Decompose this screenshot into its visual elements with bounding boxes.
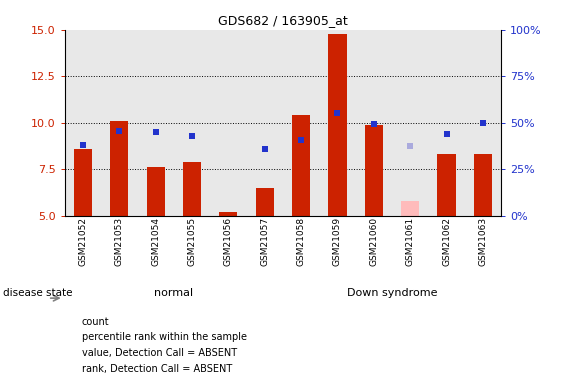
Bar bbox=[283, 30, 319, 216]
Bar bbox=[210, 30, 247, 216]
Bar bbox=[256, 188, 274, 216]
Bar bbox=[174, 30, 210, 216]
Text: Down syndrome: Down syndrome bbox=[347, 288, 437, 297]
Bar bbox=[328, 34, 347, 216]
Bar bbox=[146, 167, 165, 216]
Bar bbox=[183, 162, 201, 216]
Bar bbox=[319, 30, 356, 216]
Text: rank, Detection Call = ABSENT: rank, Detection Call = ABSENT bbox=[82, 364, 232, 374]
Point bbox=[406, 143, 415, 149]
Bar bbox=[247, 30, 283, 216]
Bar bbox=[428, 30, 464, 216]
Text: value, Detection Call = ABSENT: value, Detection Call = ABSENT bbox=[82, 348, 237, 358]
Title: GDS682 / 163905_at: GDS682 / 163905_at bbox=[218, 15, 348, 27]
Point bbox=[115, 128, 124, 134]
Point bbox=[297, 136, 306, 142]
Bar bbox=[137, 30, 174, 216]
Point bbox=[260, 146, 269, 152]
Bar bbox=[110, 121, 128, 216]
Point bbox=[78, 142, 87, 148]
Bar bbox=[219, 212, 238, 216]
Point bbox=[187, 133, 196, 139]
Bar bbox=[392, 30, 428, 216]
Text: normal: normal bbox=[154, 288, 193, 297]
Bar bbox=[74, 149, 92, 216]
Bar bbox=[292, 116, 310, 216]
Bar bbox=[365, 124, 383, 216]
Point bbox=[479, 120, 488, 126]
Point bbox=[369, 121, 378, 127]
Text: percentile rank within the sample: percentile rank within the sample bbox=[82, 333, 247, 342]
Point bbox=[151, 129, 160, 135]
Bar bbox=[401, 201, 419, 216]
Bar bbox=[101, 30, 137, 216]
Point bbox=[442, 131, 451, 137]
Bar bbox=[65, 30, 101, 216]
Bar bbox=[474, 154, 492, 216]
Bar bbox=[437, 154, 455, 216]
Bar bbox=[356, 30, 392, 216]
Bar bbox=[464, 30, 501, 216]
Point bbox=[333, 110, 342, 116]
Text: disease state: disease state bbox=[3, 288, 72, 297]
Text: count: count bbox=[82, 317, 109, 327]
